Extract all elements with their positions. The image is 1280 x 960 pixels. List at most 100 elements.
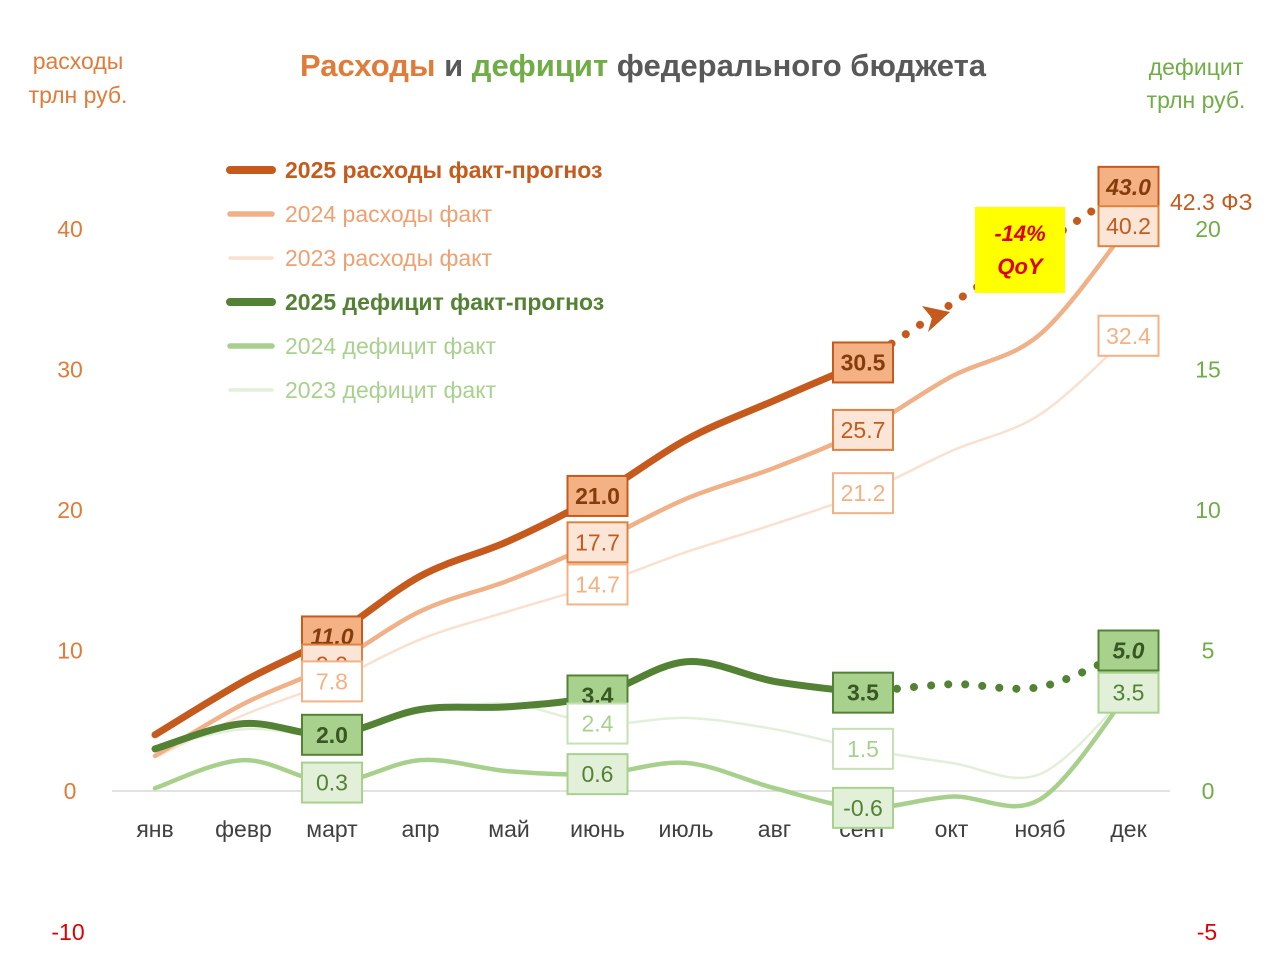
category-label: дек <box>1110 816 1147 842</box>
data-label-text: 3.5 <box>1113 680 1145 706</box>
data-label-text: 21.2 <box>841 480 886 506</box>
data-label-box <box>301 660 363 703</box>
category-label: апр <box>401 816 439 842</box>
data-label-def2023: 1.5 <box>832 727 894 770</box>
legend-item-exp2025: 2025 расходы факт-прогноз <box>226 157 602 183</box>
right-tick-label-negative: -5 <box>1197 919 1217 945</box>
data-label-box <box>832 341 894 384</box>
left-tick-label: 30 <box>57 357 83 383</box>
legend-item-def2024: 2024 дефицит факт <box>227 333 497 359</box>
series-forecast-def2025 <box>859 646 1133 697</box>
right-tick-label: 15 <box>1195 357 1221 383</box>
left-tick-label: 10 <box>57 638 83 664</box>
right-tick-label: 10 <box>1195 497 1221 523</box>
left-tick-label: 20 <box>57 497 83 523</box>
data-label-def2024: -0.6 <box>832 786 894 829</box>
data-label-def2025: 2.0 <box>301 713 363 756</box>
legend-label: 2025 расходы факт-прогноз <box>285 157 602 183</box>
fz-label: 42.3 ФЗ <box>1170 189 1253 215</box>
data-label-text: 1.5 <box>847 736 879 762</box>
data-label-exp2025: 21.0 <box>566 474 629 517</box>
data-label-box <box>566 474 629 517</box>
legend: 2025 расходы факт-прогноз 2024 расходы фа… <box>226 157 604 403</box>
category-label: окт <box>935 816 969 842</box>
right-tick-label: 20 <box>1195 216 1221 242</box>
legend-item-def2025: 2025 дефицит факт-прогноз <box>226 289 604 315</box>
legend-label: 2023 дефицит факт <box>285 377 497 403</box>
data-label-text: 17.7 <box>575 529 620 555</box>
category-label: май <box>488 816 529 842</box>
data-label-text: 0.3 <box>316 770 348 796</box>
data-label-box <box>1097 671 1160 714</box>
data-label-box <box>301 761 363 804</box>
category-label: июль <box>659 816 714 842</box>
data-label-exp2025: 30.5 <box>832 341 894 384</box>
data-label-def2025: 5.0 <box>1097 629 1160 672</box>
category-label: февр <box>215 816 272 842</box>
data-label-exp2023: 7.8 <box>301 660 363 703</box>
data-label-text: 14.7 <box>575 571 620 597</box>
data-label-text: 3.5 <box>847 680 879 706</box>
category-label: нояб <box>1014 816 1065 842</box>
qoy-label-qoy: QoY <box>997 254 1045 279</box>
left-axis-title-line1: расходы <box>33 48 124 74</box>
data-label-box <box>1097 629 1160 672</box>
data-label-def2024: 3.5 <box>1097 671 1160 714</box>
legend-label: 2023 расходы факт <box>285 245 493 271</box>
data-label-text: 2.4 <box>582 711 614 737</box>
series-line-exp2025 <box>151 359 867 739</box>
data-label-box <box>832 671 894 714</box>
legend-label: 2025 дефицит факт-прогноз <box>285 289 604 315</box>
data-label-text: 32.4 <box>1106 323 1151 349</box>
category-label: янв <box>136 816 173 842</box>
legend-item-exp2023: 2023 расходы факт <box>228 245 493 271</box>
data-label-box <box>566 753 629 796</box>
legend-item-def2023: 2023 дефицит факт <box>228 377 497 403</box>
category-label: авг <box>758 816 791 842</box>
data-label-def2025: 3.5 <box>832 671 894 714</box>
title-part-expenses: Расходы <box>300 48 436 83</box>
data-label-box <box>832 472 894 515</box>
title-part-and: и <box>435 48 471 83</box>
right-axis-title-line2: трлн руб. <box>1147 87 1246 113</box>
data-label-text: 21.0 <box>575 483 620 509</box>
data-label-exp2024: 25.7 <box>832 408 894 451</box>
data-label-text: 25.7 <box>841 417 886 443</box>
left-tick-label: 40 <box>57 216 83 242</box>
data-label-box <box>301 713 363 756</box>
left-tick-label: 0 <box>64 778 77 804</box>
legend-label: 2024 дефицит факт <box>285 333 497 359</box>
data-label-exp2023: 21.2 <box>832 472 894 515</box>
data-label-text: 5.0 <box>1113 638 1145 664</box>
data-label-text: -0.6 <box>843 795 883 821</box>
data-label-text: 40.2 <box>1106 213 1151 239</box>
category-label: июнь <box>570 816 625 842</box>
data-label-box <box>566 563 629 606</box>
data-label-text: 43.0 <box>1105 174 1151 200</box>
right-tick-label: 0 <box>1202 778 1215 804</box>
data-label-exp2023: 32.4 <box>1097 314 1160 357</box>
chart-title: Расходы и дефицит федерального бюджета <box>300 48 987 83</box>
data-label-box <box>832 727 894 770</box>
data-label-box <box>832 408 894 451</box>
legend-item-exp2024: 2024 расходы факт <box>227 201 493 227</box>
data-label-box <box>832 786 894 829</box>
data-labels: 11.021.030.543.09.017.725.740.27.814.721… <box>301 165 1160 829</box>
left-tick-label-negative: -10 <box>51 919 84 945</box>
category-label: март <box>306 816 358 842</box>
data-label-text: 2.0 <box>316 722 348 748</box>
data-label-box <box>566 702 629 745</box>
data-label-def2024: 0.6 <box>566 753 629 796</box>
data-label-exp2024: 40.2 <box>1097 205 1160 248</box>
left-axis-title-line2: трлн руб. <box>29 82 128 108</box>
x-axis-categories: янв февр март апр май июнь июль авг сент окт нояб д… <box>136 816 1147 842</box>
qoy-box <box>975 207 1065 293</box>
right-axis-ticks: 0 5 10 15 20 -5 <box>1195 216 1221 945</box>
left-axis-ticks: 0 10 20 30 40 -10 <box>51 216 84 945</box>
data-label-exp2025: 43.0 <box>1097 165 1160 208</box>
right-axis-title-line1: дефицит <box>1149 54 1244 80</box>
data-label-box <box>1097 205 1160 248</box>
data-label-exp2023: 14.7 <box>566 563 629 606</box>
data-label-box <box>1097 165 1160 208</box>
